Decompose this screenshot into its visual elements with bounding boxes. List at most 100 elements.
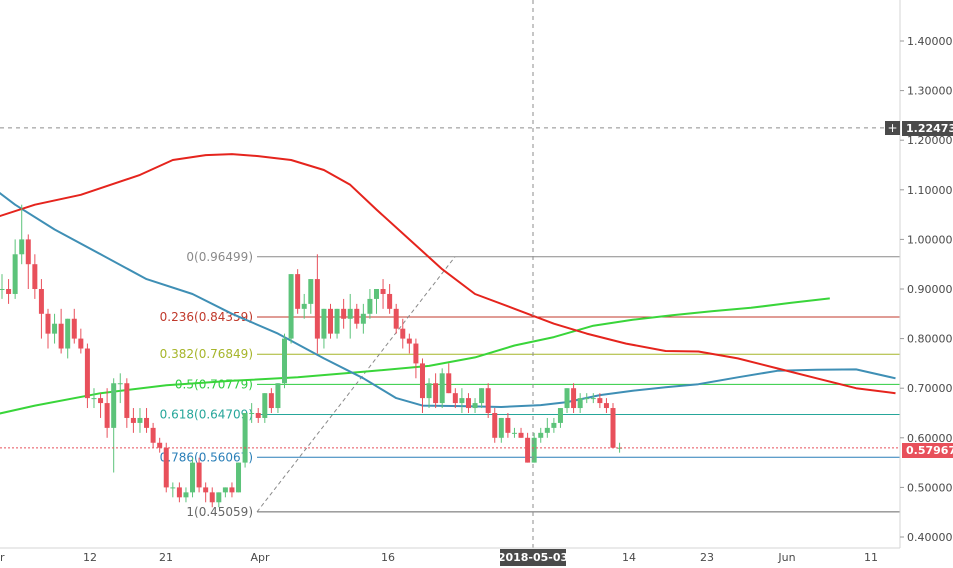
candle-body [584,398,590,400]
fib-level-label: 0.618(0.64709) [160,407,253,421]
candle-body [492,413,498,438]
x-tick-label: 12 [83,551,97,564]
candle-body [603,403,609,409]
moving-average-green-line [0,297,830,415]
candle-body [78,338,84,349]
candle-body [577,398,583,409]
candle-body [380,289,386,294]
y-tick-label: 0.90000 [907,283,953,296]
candle-body [25,239,31,265]
candle-body [459,398,465,404]
candle-body [531,437,537,463]
candle-body [32,264,38,289]
candle-body [249,413,255,414]
price-axis-background [900,0,953,548]
moving-average-red-line [0,153,896,395]
candle-body [255,413,261,418]
candle-body [163,447,169,488]
y-tick-label: 0.40000 [907,531,953,544]
candle-body [590,398,596,400]
price-axis[interactable]: 1.40000 1.30000 1.20000 1.10000 1.00000 0.900… [900,35,953,544]
candle-body [71,318,77,339]
crosshair-date-label: 2018-05-03 [498,551,568,564]
candle-body [538,432,544,438]
candle-body [308,279,314,304]
time-axis[interactable]: r 12 21 Apr 16 14 23 Jun 11 2018-05-03 [0,549,878,566]
fibonacci-trend-line [256,256,456,513]
candle-body [282,338,288,384]
candle-body [38,289,44,314]
candle-body [170,487,176,489]
candle-body [347,308,353,319]
candle-body [137,417,143,423]
candle-body [65,318,71,349]
candle-body [617,447,623,449]
candle-body [236,462,242,493]
candle-body [413,343,419,364]
candle-body [150,427,156,443]
candle-body [242,413,248,463]
crosshair-price-label: 1.22473 [906,122,953,135]
candle-body [557,408,563,423]
fib-level-label: 0.382(0.76849) [160,347,253,361]
candle-body [275,383,281,409]
candle-body [268,393,274,409]
candle-body [144,417,150,428]
x-tick-label: 11 [864,551,878,564]
candle-body [262,393,268,418]
candle-body [104,403,110,428]
candle-body [222,487,228,493]
fibonacci-retracement[interactable]: 0(0.96499)0.236(0.84359)0.382(0.76849)0.… [160,250,900,519]
candle-body [295,274,301,309]
candle-body [406,338,412,344]
candle-body [433,383,439,404]
candle-body [321,308,327,339]
candle-body [58,323,64,349]
y-tick-label: 0.80000 [907,333,953,346]
x-tick-label: 21 [159,551,173,564]
candle-body [209,492,215,503]
candle-body [328,308,333,334]
candle-body [183,492,189,498]
candle-body [564,388,570,409]
candle-body [203,487,209,493]
candle-body [439,373,445,404]
y-tick-label: 0.50000 [907,481,953,494]
y-tick-label: 1.30000 [907,85,953,98]
crosshair-plus-button[interactable] [885,121,900,135]
x-tick-label: Jun [777,551,795,564]
candle-body [84,348,90,399]
candle-body [571,388,577,409]
y-tick-label: 1.40000 [907,35,953,48]
y-tick-label: 1.10000 [907,184,953,197]
candle-body [176,487,182,498]
candle-body [551,422,557,428]
candle-body [367,298,373,314]
time-axis-background [0,548,953,568]
candle-body [518,432,524,438]
fib-level-label: 0.786(0.56067) [160,450,253,464]
candle-body [354,308,360,324]
x-tick-label: r [0,551,5,564]
candle-body [45,313,51,334]
candle-body [111,383,117,428]
candle-body [117,383,123,385]
candle-body [525,437,531,463]
candle-body [314,279,320,339]
candle-body [12,254,18,294]
crosshair-date-background [500,549,566,566]
candle-body [479,388,485,404]
plus-icon: + [887,121,897,135]
candle-body [511,432,517,434]
candle-body [360,313,366,324]
candle-body [373,289,379,299]
candlesticks [0,204,623,508]
candle-body [597,398,603,404]
candle-body [124,383,130,418]
candle-body [393,308,399,329]
fib-level-label: 0(0.96499) [186,250,253,264]
candle-body [334,308,340,334]
candle-body [91,398,97,400]
